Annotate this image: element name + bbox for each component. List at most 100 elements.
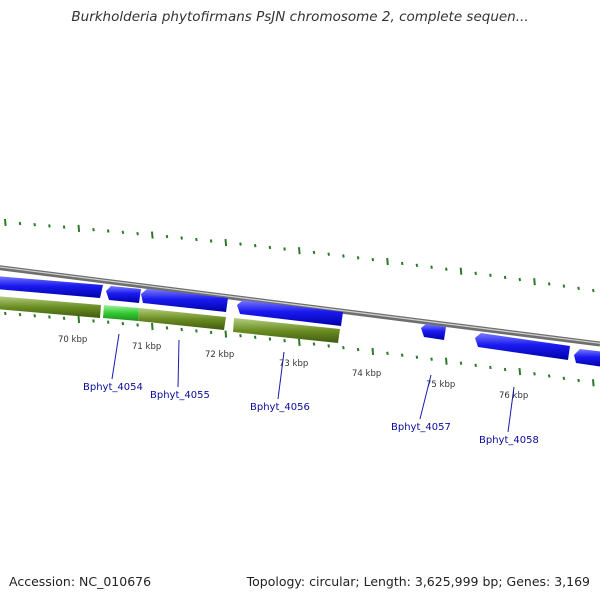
major-tick (459, 267, 463, 275)
major-tick (371, 347, 375, 355)
scale-labels: 70 kbp 71 kbp 72 kbp 73 kbp 74 kbp 75 kb… (58, 335, 528, 401)
minor-tick (121, 321, 125, 326)
minor-tick (371, 257, 375, 262)
minor-tick (400, 261, 404, 266)
minor-tick (121, 230, 125, 234)
outer-tick-marks (4, 218, 595, 293)
gene-arrow-bphyt-4056 (237, 300, 343, 326)
topology-summary: Topology: circular; Length: 3,625,999 bp… (246, 574, 590, 589)
minor-tick (106, 320, 110, 324)
minor-tick (503, 367, 507, 372)
feature-highlight (103, 305, 139, 321)
scale-label: 73 kbp (279, 359, 308, 369)
minor-tick (386, 351, 389, 355)
major-tick (4, 218, 7, 226)
minor-tick (253, 244, 257, 248)
scale-label: 72 kbp (205, 350, 234, 360)
major-tick (592, 379, 595, 387)
minor-tick (4, 311, 7, 316)
major-tick (77, 316, 81, 324)
major-tick (386, 257, 389, 266)
gene-label-bphyt-4057[interactable]: Bphyt_4057 (391, 422, 451, 433)
gene-arrow-bphyt-4057 (421, 324, 446, 340)
minor-tick (33, 223, 36, 227)
scale-label: 70 kbp (58, 335, 87, 345)
feature-segment-3 (233, 318, 340, 343)
minor-tick (62, 316, 66, 320)
gene-track (0, 276, 600, 367)
minor-tick (239, 334, 242, 338)
minor-tick (518, 277, 522, 282)
inner-tick-marks (4, 311, 595, 387)
minor-tick (106, 229, 110, 233)
minor-tick (48, 224, 51, 228)
major-tick (224, 330, 228, 338)
minor-tick (18, 312, 22, 317)
minor-tick (415, 263, 419, 267)
minor-tick (592, 288, 595, 293)
minor-tick (430, 265, 433, 269)
minor-tick (503, 275, 507, 280)
scale-label: 76 kbp (499, 391, 528, 401)
minor-tick (195, 329, 198, 333)
major-tick (298, 338, 301, 346)
minor-tick (62, 225, 66, 229)
minor-tick (489, 273, 492, 277)
minor-tick (430, 357, 433, 361)
minor-tick (489, 365, 492, 370)
minor-tick (283, 339, 286, 343)
major-tick (151, 322, 154, 331)
minor-tick (92, 319, 95, 323)
minor-tick (562, 284, 566, 288)
minor-tick (18, 221, 22, 226)
gene-label-bphyt-4058[interactable]: Bphyt_4058 (479, 435, 539, 446)
minor-tick (400, 353, 404, 357)
minor-tick (283, 247, 286, 251)
minor-tick (327, 252, 330, 256)
major-tick (445, 357, 448, 365)
minor-tick (312, 342, 316, 346)
minor-tick (136, 323, 139, 327)
minor-tick (327, 344, 330, 348)
minor-tick (356, 347, 360, 352)
minor-tick (136, 232, 139, 236)
minor-tick (180, 236, 183, 240)
major-tick (518, 368, 522, 376)
major-tick (298, 247, 301, 255)
minor-tick (445, 267, 448, 271)
gene-label-bphyt-4055[interactable]: Bphyt_4055 (150, 390, 210, 401)
gene-arrow-edge (574, 349, 600, 367)
major-tick (77, 224, 81, 232)
minor-tick (547, 374, 551, 378)
minor-tick (165, 234, 169, 239)
gene-label-bphyt-4054[interactable]: Bphyt_4054 (83, 382, 143, 393)
scale-label: 75 kbp (426, 380, 455, 390)
minor-tick (268, 337, 272, 341)
feature-track (0, 296, 340, 343)
minor-tick (356, 256, 360, 260)
minor-tick (342, 254, 345, 258)
minor-tick (165, 326, 169, 330)
minor-tick (48, 315, 51, 319)
minor-tick (253, 335, 257, 339)
minor-tick (577, 378, 580, 383)
minor-tick (209, 330, 213, 335)
minor-tick (268, 245, 272, 250)
feature-segment-2 (138, 308, 226, 330)
major-tick (224, 239, 228, 247)
minor-tick (474, 363, 477, 367)
major-tick (151, 231, 154, 239)
feature-segment-1 (0, 296, 101, 318)
gene-arrow-1 (0, 276, 103, 298)
gene-arrow-bphyt-4055 (141, 289, 228, 312)
minor-tick (577, 286, 580, 290)
backbone (0, 265, 600, 347)
minor-tick (239, 242, 242, 246)
major-tick (533, 278, 536, 286)
gene-label-bphyt-4056[interactable]: Bphyt_4056 (250, 402, 310, 413)
minor-tick (33, 314, 36, 318)
minor-tick (562, 376, 566, 380)
minor-tick (195, 237, 198, 242)
minor-tick (180, 327, 183, 332)
